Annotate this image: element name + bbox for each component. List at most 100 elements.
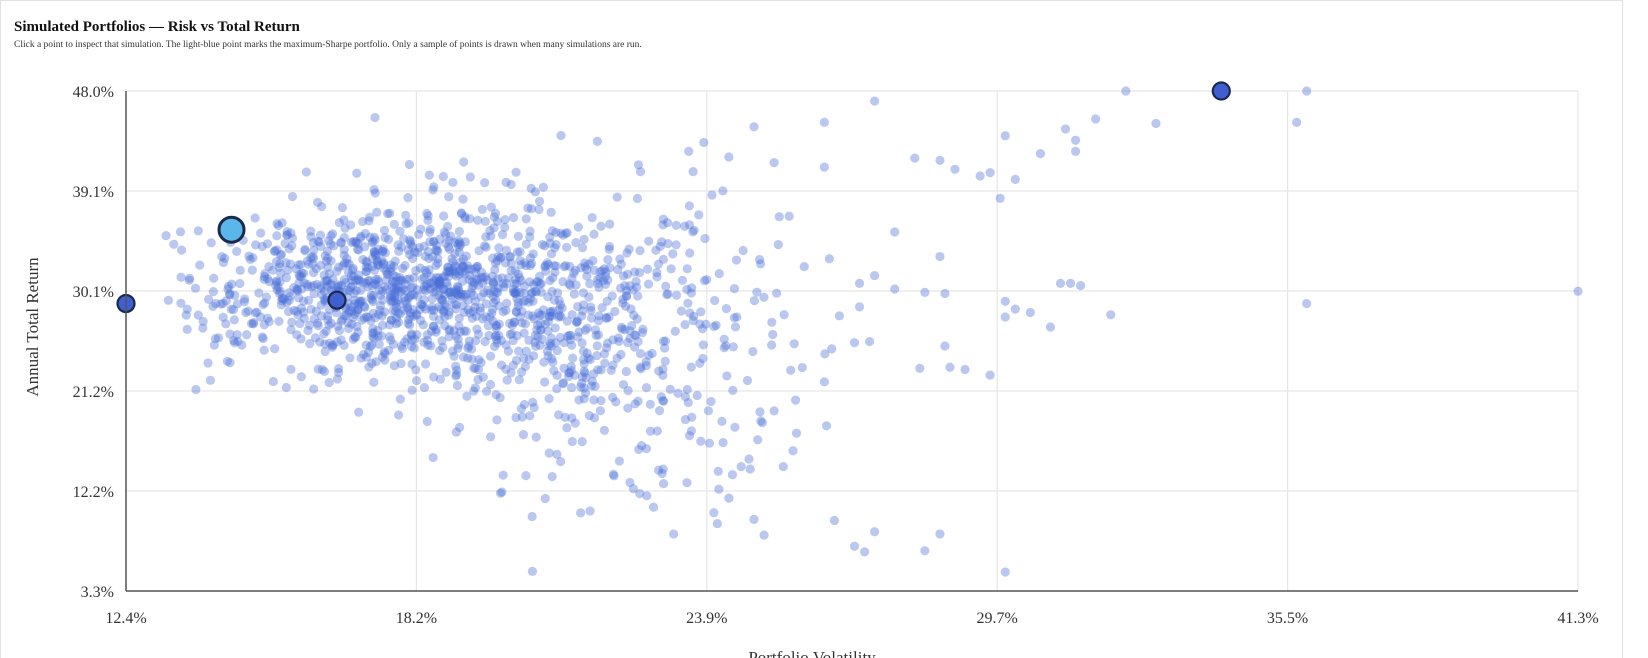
data-point[interactable] [378,263,388,273]
data-point[interactable] [380,233,390,243]
data-point[interactable] [606,365,616,375]
data-point[interactable] [463,295,473,305]
data-point[interactable] [612,192,622,202]
data-point[interactable] [502,298,512,308]
data-point[interactable] [940,288,950,299]
data-point[interactable] [721,304,731,314]
data-point[interactable] [444,325,454,336]
data-point[interactable] [368,236,378,247]
data-point[interactable] [527,288,537,298]
data-point[interactable] [571,317,582,327]
data-point[interactable] [451,361,461,371]
data-point[interactable] [854,302,865,312]
data-point[interactable] [450,269,460,279]
data-point[interactable] [631,282,642,292]
data-point[interactable] [935,251,945,262]
data-point[interactable] [453,290,464,300]
data-point[interactable] [499,282,509,292]
data-point[interactable] [283,306,294,317]
data-point[interactable] [565,280,575,291]
data-point[interactable] [420,251,430,261]
data-point[interactable] [348,312,359,322]
data-point[interactable] [492,287,503,298]
data-point[interactable] [485,379,496,390]
data-point[interactable] [440,299,450,309]
data-point[interactable] [745,464,755,474]
data-point[interactable] [526,183,536,193]
data-point[interactable] [1025,307,1035,318]
data-point[interactable] [446,290,456,301]
data-point[interactable] [579,366,589,376]
data-point[interactable] [566,366,576,376]
data-point[interactable] [405,320,415,330]
data-point[interactable] [408,253,418,264]
data-point[interactable] [386,263,396,274]
data-point[interactable] [400,279,410,289]
data-point[interactable] [577,436,587,447]
data-point[interactable] [365,232,375,242]
data-point[interactable] [662,289,672,300]
data-point[interactable] [551,338,561,348]
data-point[interactable] [454,238,465,248]
data-point[interactable] [177,245,187,255]
data-point[interactable] [546,308,556,318]
data-point[interactable] [478,314,488,324]
data-point[interactable] [241,307,251,318]
data-point[interactable] [313,321,323,331]
data-point[interactable] [378,295,388,305]
data-point[interactable] [255,312,266,322]
data-point[interactable] [203,358,213,368]
data-point[interactable] [451,427,461,437]
data-point[interactable] [221,296,231,306]
data-point[interactable] [489,341,500,352]
data-point[interactable] [237,340,247,350]
data-point[interactable] [369,246,379,256]
data-point[interactable] [333,280,343,290]
data-point[interactable] [455,292,465,302]
data-point[interactable] [441,229,451,239]
data-point[interactable] [849,541,860,551]
data-point[interactable] [689,225,699,235]
data-point[interactable] [339,258,350,268]
data-point[interactable] [328,340,338,350]
data-point[interactable] [687,283,697,293]
data-point[interactable] [274,288,285,298]
data-point[interactable] [343,318,353,328]
data-point[interactable] [294,270,304,280]
data-point[interactable] [608,335,618,345]
data-point[interactable] [352,168,362,178]
data-point[interactable] [191,384,201,395]
data-point[interactable] [632,314,642,324]
data-point[interactable] [315,230,326,240]
max-sharpe-point[interactable] [217,215,246,244]
data-point[interactable] [490,265,500,275]
data-point[interactable] [592,136,602,147]
data-point[interactable] [395,394,405,404]
data-point[interactable] [390,291,400,301]
data-point[interactable] [550,267,560,277]
data-point[interactable] [391,284,401,295]
data-point[interactable] [703,406,713,416]
data-point[interactable] [702,275,712,285]
data-point[interactable] [542,258,552,268]
data-point[interactable] [829,515,840,526]
data-point[interactable] [590,325,601,335]
data-point[interactable] [960,364,970,375]
data-point[interactable] [677,275,688,285]
data-point[interactable] [315,337,325,347]
data-point[interactable] [641,444,652,454]
data-point[interactable] [627,320,637,331]
data-point[interactable] [645,426,656,436]
data-point[interactable] [524,335,534,345]
data-point[interactable] [457,262,468,272]
data-point[interactable] [303,281,313,292]
data-point[interactable] [353,305,363,315]
data-point[interactable] [222,356,233,366]
data-point[interactable] [371,275,381,285]
data-point[interactable] [300,246,310,256]
data-point[interactable] [608,392,618,403]
data-point[interactable] [538,305,548,315]
data-point[interactable] [629,310,639,320]
data-point[interactable] [370,235,380,245]
data-point[interactable] [405,311,416,321]
